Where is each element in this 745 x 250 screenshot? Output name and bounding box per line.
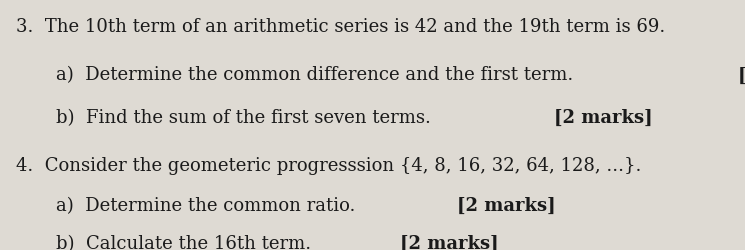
Text: b)  Find the sum of the first seven terms.: b) Find the sum of the first seven terms… xyxy=(56,109,443,127)
Text: 4.  Consider the geometeric progresssion {4, 8, 16, 32, 64, 128, ...}.: 4. Consider the geometeric progresssion … xyxy=(16,156,641,174)
Text: a)  Determine the common difference and the first term.: a) Determine the common difference and t… xyxy=(56,66,585,84)
Text: a)  Determine the common ratio.: a) Determine the common ratio. xyxy=(56,196,367,214)
Text: [2 marks]: [2 marks] xyxy=(554,109,653,127)
Text: [3 marks]: [3 marks] xyxy=(738,66,745,84)
Text: [2 marks]: [2 marks] xyxy=(457,196,556,214)
Text: 3.  The 10th term of an arithmetic series is 42 and the 19th term is 69.: 3. The 10th term of an arithmetic series… xyxy=(16,18,665,36)
Text: b)  Calculate the 16th term.: b) Calculate the 16th term. xyxy=(56,234,323,250)
Text: [2 marks]: [2 marks] xyxy=(400,234,498,250)
